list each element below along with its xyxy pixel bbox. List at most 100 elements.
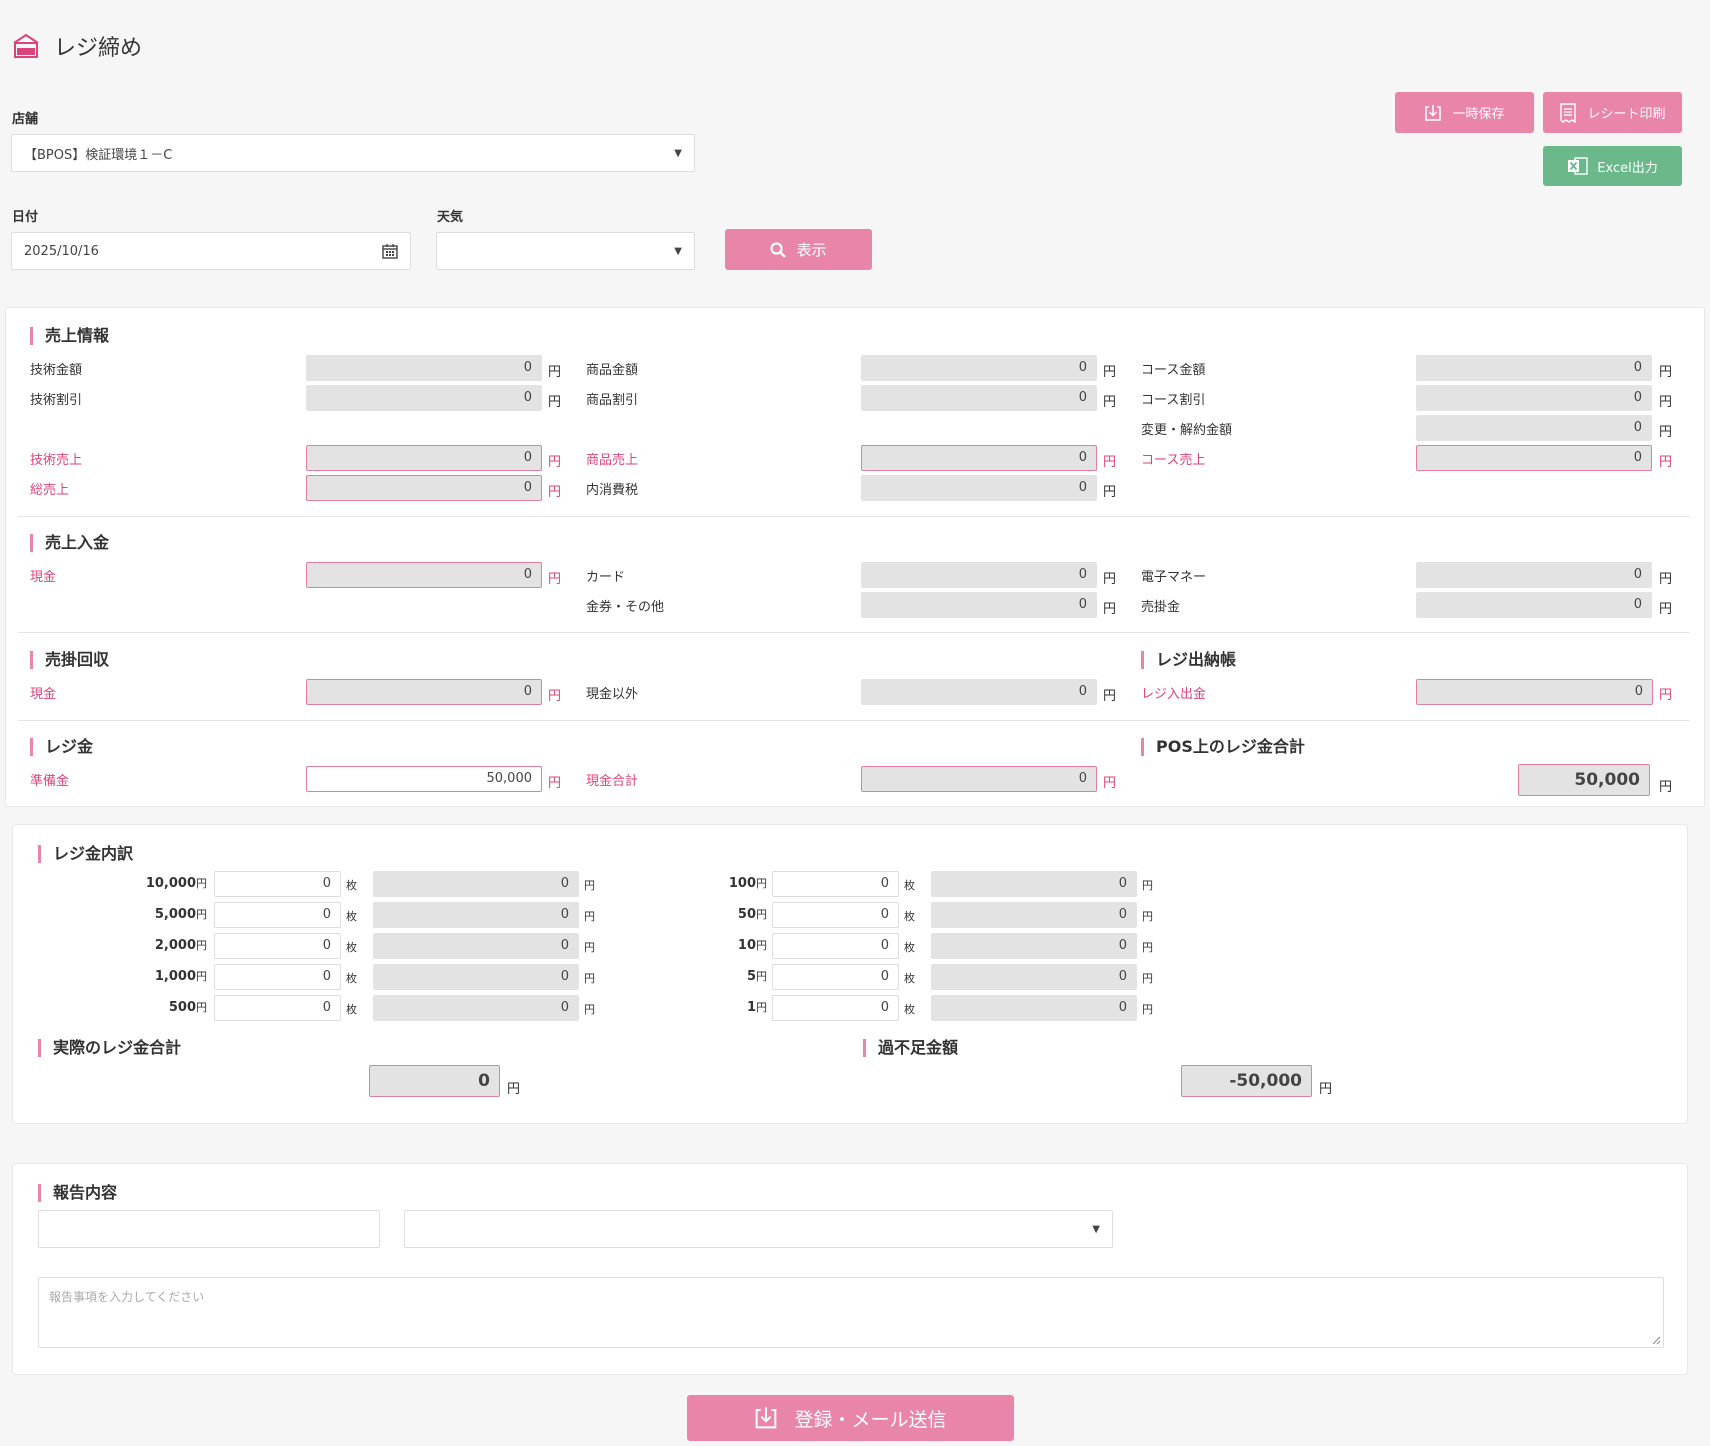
count-input[interactable]: 0	[214, 871, 341, 897]
date-input[interactable]: 2025/10/16	[11, 232, 411, 270]
sales-payment-field-value-4: 0	[1416, 592, 1652, 618]
yen-unit: 円	[1103, 572, 1117, 587]
count-unit: 枚	[904, 941, 915, 954]
section-title-receivable: 売掛回収	[30, 651, 109, 669]
yen-unit: 円	[1659, 688, 1673, 703]
yen-unit: 円	[548, 776, 562, 791]
receipt-print-button[interactable]: レシート印刷	[1543, 92, 1682, 133]
yen-unit: 円	[1659, 425, 1673, 440]
sales-info-field-label-10: 総売上	[30, 483, 70, 498]
denomination-value: 100	[728, 876, 756, 891]
count-unit: 枚	[346, 972, 357, 985]
sales-info-field-value-1: 0	[861, 355, 1097, 381]
count-input[interactable]: 0	[214, 964, 341, 990]
report-category-select[interactable]: ▼	[404, 1210, 1113, 1248]
denomination-label: 1円	[560, 999, 767, 1015]
yen-unit: 円	[196, 877, 207, 890]
sales-info-field-label-8: 商品売上	[586, 453, 639, 468]
count-input[interactable]: 0	[772, 902, 899, 928]
count-unit: 枚	[346, 910, 357, 923]
amount-value: 0	[931, 902, 1137, 928]
sales-info-field-value-2: 0	[1416, 355, 1652, 381]
sales-info-field-label-6: 変更・解約金額	[1141, 423, 1233, 438]
sales-info-field-value-0: 0	[306, 355, 542, 381]
count-input[interactable]: 0	[772, 964, 899, 990]
page-title: レジ締め	[54, 36, 143, 61]
yen-unit: 円	[584, 941, 595, 954]
sales-payment-field-value-1: 0	[861, 562, 1097, 588]
count-input[interactable]: 0	[214, 995, 341, 1021]
sales-info-field-label-9: コース売上	[1141, 453, 1206, 468]
temp-save-button[interactable]: 一時保存	[1395, 92, 1534, 133]
yen-unit: 円	[1659, 572, 1673, 587]
yen-unit: 円	[584, 1003, 595, 1016]
yen-unit: 円	[756, 939, 767, 952]
register-reserve-input[interactable]: 50,000	[306, 766, 542, 792]
count-input[interactable]: 0	[772, 933, 899, 959]
section-title-pos-total: POS上のレジ金合計	[1141, 738, 1305, 756]
yen-unit: 円	[756, 1001, 767, 1014]
close-shop-icon	[13, 33, 39, 58]
yen-unit: 円	[1103, 395, 1117, 410]
receivable-field-label-0: 現金	[30, 687, 57, 702]
count-input[interactable]: 0	[214, 902, 341, 928]
yen-unit: 円	[1103, 689, 1117, 704]
weather-select[interactable]: ▼	[436, 232, 695, 270]
resize-handle-icon[interactable]	[1652, 1336, 1661, 1345]
yen-unit: 円	[548, 455, 562, 470]
sales-payment-field-label-1: カード	[586, 570, 626, 585]
report-textarea[interactable]: 報告事項を入力してください	[38, 1277, 1664, 1348]
amount-value: 0	[931, 871, 1137, 897]
actual-total-value: 0	[369, 1065, 500, 1097]
difference-value: -50,000	[1181, 1065, 1312, 1097]
sales-info-field-label-0: 技術金額	[30, 363, 83, 378]
report-text-input[interactable]	[38, 1210, 380, 1248]
yen-unit: 円	[584, 879, 595, 892]
yen-unit: 円	[548, 572, 562, 587]
sales-payment-field-label-0: 現金	[30, 570, 57, 585]
count-unit: 枚	[346, 941, 357, 954]
sales-info-field-label-4: 商品割引	[586, 393, 639, 408]
count-unit: 枚	[904, 879, 915, 892]
count-input[interactable]: 0	[772, 871, 899, 897]
divider	[18, 720, 1690, 721]
excel-export-button[interactable]: Excel出力	[1543, 146, 1682, 186]
divider	[18, 632, 1690, 633]
yen-unit: 円	[196, 908, 207, 921]
yen-unit: 円	[548, 485, 562, 500]
yen-unit: 円	[1659, 365, 1673, 380]
yen-unit: 円	[1659, 395, 1673, 410]
count-input[interactable]: 0	[772, 995, 899, 1021]
denomination-value: 2,000	[154, 938, 196, 953]
date-label: 日付	[12, 210, 39, 225]
store-select[interactable]: 【BPOS】検証環境１－C ▼	[11, 134, 695, 172]
denomination-value: 50	[737, 907, 756, 922]
yen-unit: 円	[584, 972, 595, 985]
sales-payment-field-value-0: 0	[306, 562, 542, 588]
denomination-label: 10円	[560, 937, 767, 953]
yen-unit: 円	[584, 910, 595, 923]
count-unit: 枚	[904, 972, 915, 985]
date-value: 2025/10/16	[24, 243, 99, 259]
sales-info-field-label-2: コース金額	[1141, 363, 1206, 378]
yen-unit: 円	[1142, 910, 1153, 923]
sales-payment-field-value-2: 0	[1416, 562, 1652, 588]
denomination-label: 1,000円	[0, 968, 207, 984]
yen-unit: 円	[1142, 941, 1153, 954]
denomination-label: 500円	[0, 999, 207, 1015]
submit-button[interactable]: 登録・メール送信	[687, 1395, 1014, 1441]
page-header: レジ締め	[12, 30, 142, 62]
yen-unit: 円	[1103, 455, 1117, 470]
summary-panel	[5, 307, 1705, 807]
report-textarea-placeholder: 報告事項を入力してください	[49, 1290, 205, 1304]
receipt-icon	[1560, 102, 1577, 123]
count-input[interactable]: 0	[214, 933, 341, 959]
sales-info-field-value-11: 0	[861, 475, 1097, 501]
amount-value: 0	[373, 902, 579, 928]
show-button[interactable]: 表示	[725, 229, 872, 270]
denomination-label: 5円	[560, 968, 767, 984]
calendar-icon[interactable]	[382, 243, 398, 259]
download-icon	[1425, 104, 1442, 121]
yen-unit: 円	[756, 970, 767, 983]
sales-info-field-label-1: 商品金額	[586, 363, 639, 378]
